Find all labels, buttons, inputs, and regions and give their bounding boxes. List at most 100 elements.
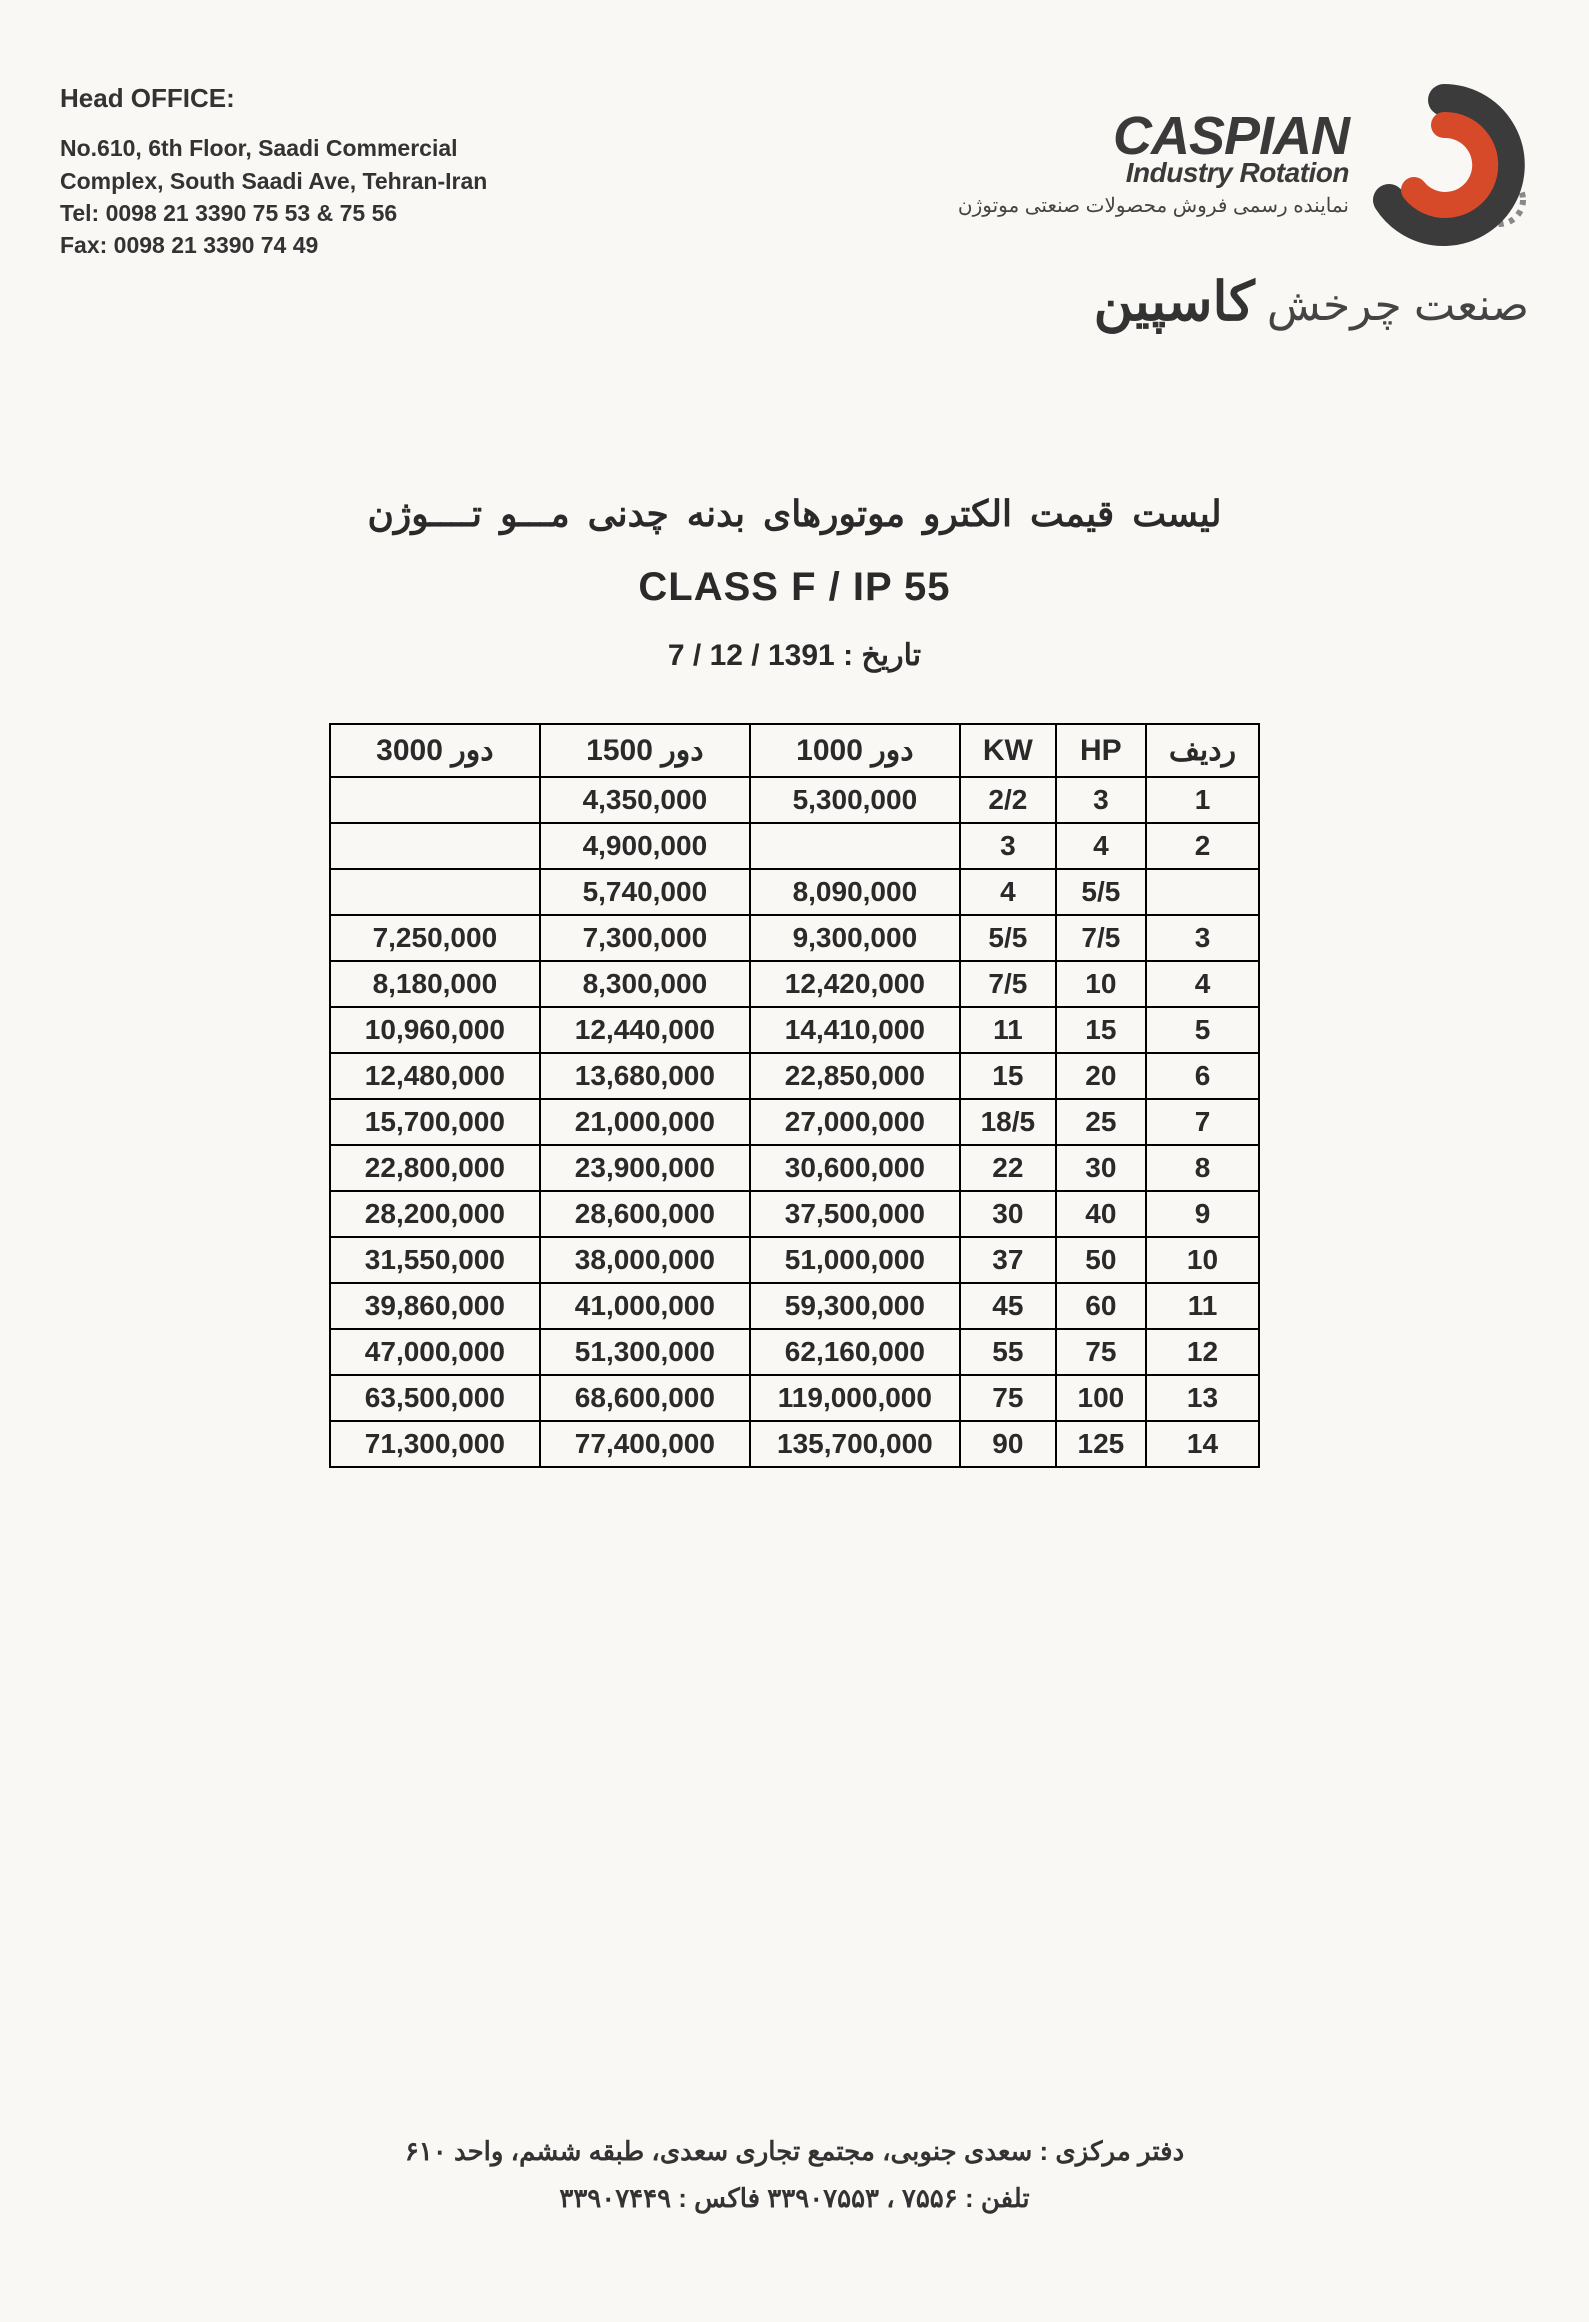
col-header-3000: 3000 دور bbox=[330, 724, 540, 777]
cell-rpm1500: 4,900,000 bbox=[540, 823, 750, 869]
cell-row: 5 bbox=[1146, 1007, 1259, 1053]
brand-fa-light: صنعت چرخش bbox=[1267, 281, 1529, 330]
col-header-hp: HP bbox=[1056, 724, 1146, 777]
title-class: CLASS F / IP 55 bbox=[60, 565, 1529, 610]
cell-rpm1000: 30,600,000 bbox=[750, 1145, 960, 1191]
col-header-row: ردیف bbox=[1146, 724, 1259, 777]
brand-block: CASPIAN Industry Rotation نماینده رسمی ف… bbox=[958, 80, 1529, 333]
cell-hp: 4 bbox=[1056, 823, 1146, 869]
date-label: تاریخ : bbox=[843, 639, 921, 672]
footer-block: دفتر مرکزی : سعدی جنوبی، مجتمع تجاری سعد… bbox=[0, 2128, 1589, 2222]
tel-line: Tel: 0098 21 3390 75 53 & 75 56 bbox=[60, 197, 540, 229]
title-fa: لیست قیمت الکترو موتورهای بدنه چدنی مـــ… bbox=[60, 493, 1529, 535]
cell-rpm1000: 14,410,000 bbox=[750, 1007, 960, 1053]
cell-kw: 7/5 bbox=[960, 961, 1056, 1007]
table-row: 10,960,00012,440,00014,410,00011155 bbox=[330, 1007, 1259, 1053]
cell-hp: 125 bbox=[1056, 1421, 1146, 1467]
cell-row: 7 bbox=[1146, 1099, 1259, 1145]
footer-line-2: تلفن : ۷۵۵۶ ، ۳۳۹۰۷۵۵۳ فاکس : ۳۳۹۰۷۴۴۹ bbox=[0, 2175, 1589, 2222]
brand-subtitle-en: Industry Rotation bbox=[958, 157, 1349, 189]
brand-fa-bold: کاسپین bbox=[1094, 272, 1255, 332]
cell-kw: 90 bbox=[960, 1421, 1056, 1467]
cell-hp: 10 bbox=[1056, 961, 1146, 1007]
cell-rpm1500: 41,000,000 bbox=[540, 1283, 750, 1329]
cell-row: 13 bbox=[1146, 1375, 1259, 1421]
cell-rpm1000: 9,300,000 bbox=[750, 915, 960, 961]
table-row: 7,250,0007,300,0009,300,0005/57/53 bbox=[330, 915, 1259, 961]
table-row: 71,300,00077,400,000135,700,0009012514 bbox=[330, 1421, 1259, 1467]
cell-row: 12 bbox=[1146, 1329, 1259, 1375]
cell-rpm3000: 71,300,000 bbox=[330, 1421, 540, 1467]
col-header-1000: 1000 دور bbox=[750, 724, 960, 777]
cell-row: 2 bbox=[1146, 823, 1259, 869]
cell-rpm1500: 77,400,000 bbox=[540, 1421, 750, 1467]
cell-rpm1500: 21,000,000 bbox=[540, 1099, 750, 1145]
cell-rpm1500: 4,350,000 bbox=[540, 777, 750, 823]
cell-rpm1500: 7,300,000 bbox=[540, 915, 750, 961]
cell-row: 11 bbox=[1146, 1283, 1259, 1329]
brand-name-fa: صنعت چرخش کاسپین bbox=[1094, 270, 1529, 333]
cell-kw: 18/5 bbox=[960, 1099, 1056, 1145]
table-row: 63,500,00068,600,000119,000,0007510013 bbox=[330, 1375, 1259, 1421]
cell-kw: 5/5 bbox=[960, 915, 1056, 961]
cell-rpm1000: 135,700,000 bbox=[750, 1421, 960, 1467]
cell-hp: 3 bbox=[1056, 777, 1146, 823]
cell-kw: 55 bbox=[960, 1329, 1056, 1375]
date-value: 1391 / 12 / 7 bbox=[668, 639, 835, 672]
cell-rpm1500: 5,740,000 bbox=[540, 869, 750, 915]
cell-row: 10 bbox=[1146, 1237, 1259, 1283]
cell-rpm3000: 7,250,000 bbox=[330, 915, 540, 961]
cell-hp: 40 bbox=[1056, 1191, 1146, 1237]
cell-rpm1000: 27,000,000 bbox=[750, 1099, 960, 1145]
cell-rpm1000: 119,000,000 bbox=[750, 1375, 960, 1421]
table-row: 12,480,00013,680,00022,850,00015206 bbox=[330, 1053, 1259, 1099]
cell-rpm1000: 12,420,000 bbox=[750, 961, 960, 1007]
cell-rpm3000 bbox=[330, 823, 540, 869]
table-row: 4,350,0005,300,0002/231 bbox=[330, 777, 1259, 823]
cell-hp: 7/5 bbox=[1056, 915, 1146, 961]
cell-rpm1000: 51,000,000 bbox=[750, 1237, 960, 1283]
cell-kw: 15 bbox=[960, 1053, 1056, 1099]
table-row: 4,900,000342 bbox=[330, 823, 1259, 869]
cell-row: 4 bbox=[1146, 961, 1259, 1007]
cell-rpm1500: 12,440,000 bbox=[540, 1007, 750, 1053]
cell-hp: 25 bbox=[1056, 1099, 1146, 1145]
cell-rpm1500: 28,600,000 bbox=[540, 1191, 750, 1237]
cell-kw: 2/2 bbox=[960, 777, 1056, 823]
footer-line-1: دفتر مرکزی : سعدی جنوبی، مجتمع تجاری سعد… bbox=[0, 2128, 1589, 2175]
table-row: 39,860,00041,000,00059,300,000456011 bbox=[330, 1283, 1259, 1329]
table-row: 22,800,00023,900,00030,600,00022308 bbox=[330, 1145, 1259, 1191]
cell-rpm1000: 22,850,000 bbox=[750, 1053, 960, 1099]
cell-row: 9 bbox=[1146, 1191, 1259, 1237]
col-header-kw: KW bbox=[960, 724, 1056, 777]
cell-rpm3000: 47,000,000 bbox=[330, 1329, 540, 1375]
brand-tagline-fa: نماینده رسمی فروش محصولات صنعتی موتوژن bbox=[958, 193, 1349, 218]
price-table: 3000 دور 1500 دور 1000 دور KW HP ردیف 4,… bbox=[329, 723, 1260, 1468]
letterhead: Head OFFICE: No.610, 6th Floor, Saadi Co… bbox=[60, 80, 1529, 333]
cell-hp: 100 bbox=[1056, 1375, 1146, 1421]
cell-rpm1500: 23,900,000 bbox=[540, 1145, 750, 1191]
cell-rpm3000: 31,550,000 bbox=[330, 1237, 540, 1283]
cell-hp: 30 bbox=[1056, 1145, 1146, 1191]
cell-rpm1000 bbox=[750, 823, 960, 869]
brand-row: CASPIAN Industry Rotation نماینده رسمی ف… bbox=[958, 80, 1529, 250]
title-block: لیست قیمت الکترو موتورهای بدنه چدنی مـــ… bbox=[60, 493, 1529, 673]
cell-rpm1000: 62,160,000 bbox=[750, 1329, 960, 1375]
table-row: 15,700,00021,000,00027,000,00018/5257 bbox=[330, 1099, 1259, 1145]
cell-hp: 20 bbox=[1056, 1053, 1146, 1099]
cell-rpm1000: 8,090,000 bbox=[750, 869, 960, 915]
address-line-2: Complex, South Saadi Ave, Tehran-Iran bbox=[60, 165, 540, 197]
cell-rpm1000: 37,500,000 bbox=[750, 1191, 960, 1237]
title-date: تاریخ : 1391 / 12 / 7 bbox=[60, 638, 1529, 673]
cell-hp: 5/5 bbox=[1056, 869, 1146, 915]
cell-rpm1500: 51,300,000 bbox=[540, 1329, 750, 1375]
cell-row: 6 bbox=[1146, 1053, 1259, 1099]
cell-rpm1500: 13,680,000 bbox=[540, 1053, 750, 1099]
head-office-block: Head OFFICE: No.610, 6th Floor, Saadi Co… bbox=[60, 80, 540, 261]
cell-rpm1000: 5,300,000 bbox=[750, 777, 960, 823]
table-header-row: 3000 دور 1500 دور 1000 دور KW HP ردیف bbox=[330, 724, 1259, 777]
cell-row: 3 bbox=[1146, 915, 1259, 961]
cell-rpm3000: 15,700,000 bbox=[330, 1099, 540, 1145]
cell-hp: 60 bbox=[1056, 1283, 1146, 1329]
cell-kw: 22 bbox=[960, 1145, 1056, 1191]
